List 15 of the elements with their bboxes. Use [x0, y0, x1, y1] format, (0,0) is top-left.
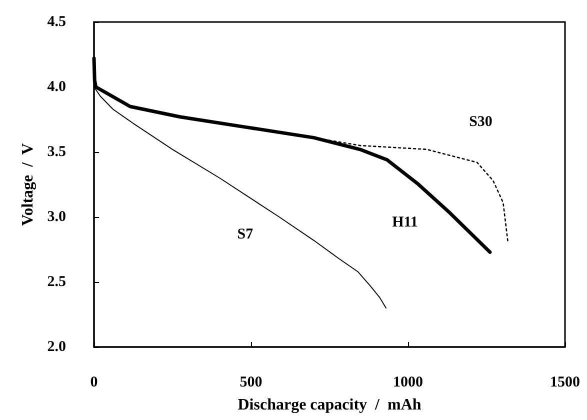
x-tick-label: 1500 — [550, 374, 580, 390]
y-tick-label: 4.5 — [47, 14, 66, 30]
x-tick-label: 500 — [240, 374, 262, 390]
series-label: S30 — [469, 114, 492, 130]
y-tick-label: 3.0 — [47, 209, 66, 225]
y-tick-label: 4.0 — [47, 79, 66, 95]
y-axis-title: Voltage / V — [20, 142, 36, 226]
y-tick-label: 2.5 — [47, 274, 66, 290]
series-label: H11 — [392, 214, 418, 231]
x-tick-label: 1000 — [393, 374, 423, 390]
x-tick-label: 0 — [90, 374, 98, 390]
y-tick-label: 3.5 — [47, 144, 66, 160]
series-label: S7 — [237, 226, 254, 242]
y-tick-label: 2.0 — [47, 339, 66, 355]
x-axis-title: Discharge capacity / mAh — [238, 396, 422, 414]
